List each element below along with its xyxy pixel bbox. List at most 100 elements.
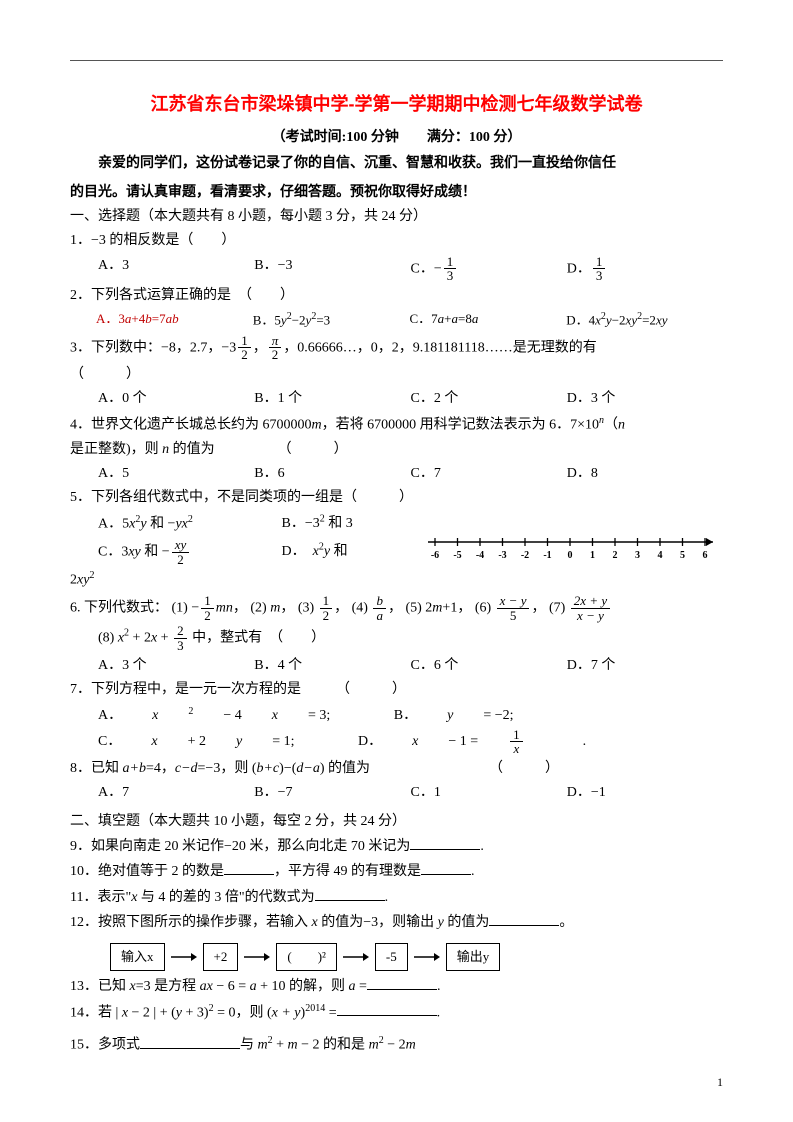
- q2-D: D．4x2y−2xy2=2xy: [566, 309, 723, 331]
- svg-text:-4: -4: [476, 550, 484, 561]
- flow-step-1: +2: [203, 943, 239, 972]
- svg-text:0: 0: [568, 550, 573, 561]
- svg-text:-6: -6: [431, 550, 439, 561]
- q3-C: C．2 个: [411, 388, 567, 410]
- q4-B: B．6: [254, 463, 410, 485]
- svg-text:3: 3: [635, 550, 640, 561]
- q6-A: A．3 个: [98, 655, 254, 677]
- q1-D: D．13: [567, 255, 723, 283]
- q2-C: C．7a+a=8a: [410, 309, 567, 331]
- svg-text:-2: -2: [521, 550, 529, 561]
- flow-input: 输入x: [110, 943, 165, 972]
- q11: 11．表示"x 与 4 的差的 3 倍"的代数式为.: [70, 886, 723, 909]
- q1-C: C．−13: [411, 255, 567, 283]
- q5-D: D． x2y 和: [282, 544, 348, 559]
- q14: 14．若 | x − 2 | + (y + 3)2 = 0，则 (x + y)2…: [70, 1001, 723, 1025]
- q8-B: B．−7: [254, 782, 410, 804]
- flow-output: 输出y: [446, 943, 501, 972]
- blank: [367, 975, 437, 990]
- arrow-icon: [244, 952, 270, 962]
- q2-options: A．3a+4b=7ab B．5y2−2y2=3 C．7a+a=8a D．4x2y…: [70, 309, 723, 331]
- q3-paren: （ ）: [70, 364, 723, 386]
- q7-A: A．x2 − 4x = 3;: [98, 704, 360, 728]
- blank: [489, 911, 559, 926]
- q6-stem-2: (8) x2 + 2x + 23 中，整式有 （ ）: [70, 624, 723, 652]
- exam-title: 江苏省东台市梁垛镇中学-学第一学期期中检测七年级数学试卷: [70, 90, 723, 119]
- section-1-heading: 一、选择题（本大题共有 8 小题，每小题 3 分，共 24 分）: [70, 206, 723, 228]
- q5-C: C．3xy 和 −xy2: [98, 538, 278, 566]
- section-2-heading: 二、填空题（本大题共 10 小题，每空 2 分，共 24 分）: [70, 811, 723, 833]
- q5-stem: 5．下列各组代数式中，不是同类项的一组是（ ）: [70, 487, 723, 509]
- q10: 10．绝对值等于 2 的数是，平方得 49 的有理数是.: [70, 860, 723, 883]
- q4-options: A．5 B．6 C．7 D．8: [70, 463, 723, 485]
- q1-A: A．3: [98, 255, 254, 283]
- q6-D: D．7 个: [567, 655, 723, 677]
- flow-step-3: -5: [375, 943, 408, 972]
- q2-stem: 2．下列各式运算正确的是 （ ）: [70, 285, 723, 307]
- svg-text:6: 6: [703, 550, 708, 561]
- arrow-icon: [414, 952, 440, 962]
- q6-B: B．4 个: [254, 655, 410, 677]
- q3-stem: 3．下列数中：−8，2.7，−312，π2，0.66666…，0，2，9.181…: [70, 334, 723, 362]
- blank: [421, 860, 471, 875]
- svg-text:1: 1: [590, 550, 595, 561]
- q9: 9．如果向南走 20 米记作−20 米，那么向北走 70 米记为.: [70, 835, 723, 858]
- page-number: 1: [717, 1073, 723, 1092]
- q8-C: C．1: [411, 782, 567, 804]
- q4-C: C．7: [411, 463, 567, 485]
- q2-B: B．5y2−2y2=3: [253, 309, 410, 331]
- q5-B: B．−32 和 3: [282, 516, 353, 531]
- q8-D: D．−1: [567, 782, 723, 804]
- number-line: -6 -5 -4 -3 -2 -1 0 1 2 3 4 5 6: [423, 532, 723, 562]
- q15: 15．多项式与 m2 + m − 2 的和是 m2 − 2m: [70, 1033, 723, 1057]
- q7-stem: 7．下列方程中，是一元一次方程的是 （ ）: [70, 679, 723, 701]
- q6-options: A．3 个 B．4 个 C．6 个 D．7 个: [70, 655, 723, 677]
- q12: 12．按照下图所示的操作步骤，若输入 x 的值为−3，则输出 y 的值为。: [70, 911, 723, 934]
- q5-A: A．5x2y 和 −yx2: [98, 512, 278, 536]
- blank: [410, 835, 480, 850]
- q3-D: D．3 个: [567, 388, 723, 410]
- q3-A: A．0 个: [98, 388, 254, 410]
- q1-stem: 1．−3 的相反数是（ ）: [70, 230, 723, 252]
- exam-subtitle: （考试时间:100 分钟 满分：100 分）: [70, 127, 723, 149]
- blank: [224, 860, 274, 875]
- svg-text:-3: -3: [498, 550, 506, 561]
- q3-B: B．1 个: [254, 388, 410, 410]
- blank: [140, 1034, 240, 1049]
- q8-stem: 8．已知 a+b=4，c−d=−3，则 (b+c)−(d−a) 的值为 （ ）: [70, 758, 723, 780]
- svg-text:4: 4: [658, 550, 663, 561]
- q1-B: B．−3: [254, 255, 410, 283]
- q4-D: D．8: [567, 463, 723, 485]
- arrow-icon: [343, 952, 369, 962]
- svg-text:-1: -1: [543, 550, 551, 561]
- q4-stem: 4．世界文化遗产长城总长约为 6700000m，若将 6700000 用科学记数…: [70, 413, 723, 437]
- intro-line-1: 亲爱的同学们，这份试卷记录了你的自信、沉重、智慧和收获。我们一直投给你信任: [70, 153, 723, 175]
- flowchart: 输入x +2 ( )² -5 输出y: [110, 943, 723, 972]
- q6-C: C．6 个: [411, 655, 567, 677]
- q5-CD: C．3xy 和 −xy2 D． x2y 和 -6 -5 -4 -3 -2 -1 0 1 2 3 4 5…: [70, 538, 723, 566]
- q7-D: D．x − 1 = 1x.: [358, 728, 616, 756]
- q7-options: A．x2 − 4x = 3; B．y = −2; C．x + 2y = 1; D…: [70, 704, 723, 756]
- blank: [337, 1001, 437, 1016]
- q13: 13．已知 x=3 是方程 ax − 6 = a + 10 的解，则 a =.: [70, 975, 723, 998]
- arrow-icon: [171, 952, 197, 962]
- q3-options: A．0 个 B．1 个 C．2 个 D．3 个: [70, 388, 723, 410]
- blank: [315, 886, 385, 901]
- q1-options: A．3 B．−3 C．−13 D．13: [70, 255, 723, 283]
- intro-line-2: 的目光。请认真审题，看清要求，仔细答题。预祝你取得好成绩！: [70, 182, 723, 204]
- q5-tail: 2xy2: [70, 568, 723, 592]
- q4-A: A．5: [98, 463, 254, 485]
- svg-text:-5: -5: [453, 550, 461, 561]
- q7-C: C．x + 2y = 1;: [98, 731, 324, 753]
- q8-options: A．7 B．−7 C．1 D．−1: [70, 782, 723, 804]
- flow-step-2: ( )²: [276, 943, 337, 972]
- q2-A: A．3a+4b=7ab: [96, 309, 253, 331]
- svg-text:2: 2: [613, 550, 618, 561]
- q7-B: B．y = −2;: [394, 705, 544, 727]
- q4-stem-2: 是正整数)，则 n 的值为 （ ）: [70, 439, 723, 461]
- top-rule: [70, 60, 723, 61]
- svg-text:5: 5: [680, 550, 685, 561]
- q6-stem: 6. 下列代数式： (1) −12mn， (2) m， (3) 12， (4) …: [70, 594, 723, 622]
- q8-A: A．7: [98, 782, 254, 804]
- page: 江苏省东台市梁垛镇中学-学第一学期期中检测七年级数学试卷 （考试时间:100 分…: [0, 0, 793, 1122]
